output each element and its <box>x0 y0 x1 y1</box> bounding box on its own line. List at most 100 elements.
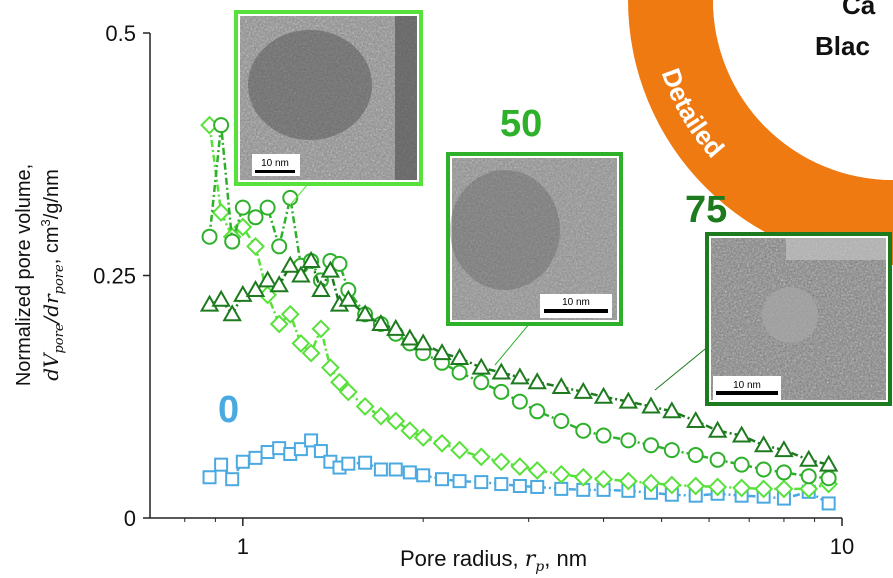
series-label-75: 75 <box>685 189 727 231</box>
data-point <box>686 476 706 496</box>
series-75 <box>199 250 839 472</box>
data-point <box>233 284 253 302</box>
data-point <box>301 343 321 363</box>
y-tick-label: 0.5 <box>105 21 136 46</box>
x-tick-label: 1 <box>237 534 249 559</box>
data-point <box>235 454 250 469</box>
data-point <box>233 217 253 237</box>
data-point <box>413 428 433 447</box>
tem-inset-75: 10 nm <box>705 232 892 406</box>
data-point <box>491 452 511 472</box>
data-point <box>820 470 837 487</box>
data-point <box>471 357 491 375</box>
data-point <box>413 333 433 351</box>
data-point <box>260 445 275 460</box>
data-point <box>269 314 289 334</box>
data-point <box>573 467 593 487</box>
data-point <box>247 209 264 226</box>
data-point <box>799 449 819 467</box>
data-point <box>618 471 638 491</box>
data-point <box>554 481 569 496</box>
data-point <box>529 403 546 420</box>
badge-ring <box>628 0 893 265</box>
porosity-badge: Detailed Porosity Dynamics Ca Blac <box>592 0 893 265</box>
data-point <box>201 228 218 245</box>
data-point <box>510 457 530 477</box>
data-point <box>593 386 614 404</box>
data-point <box>449 347 470 365</box>
y-axis-label-line2: dVpore/drpore, cm3/g/nm <box>38 169 67 381</box>
data-point <box>527 461 547 480</box>
data-point <box>386 411 406 431</box>
axes: 0 0.25 0.5 1 10 <box>93 21 854 559</box>
data-point <box>304 433 319 448</box>
data-point <box>211 289 231 307</box>
corner-text-2: Blac <box>815 31 870 61</box>
data-point <box>211 203 231 222</box>
scale-bar-bg-3 <box>713 376 781 400</box>
corner-text-1: Ca <box>842 0 876 20</box>
data-point <box>313 444 328 459</box>
scale-bar-1 <box>255 170 295 173</box>
data-point <box>473 374 490 391</box>
data-point <box>800 468 817 485</box>
data-point <box>512 478 527 493</box>
data-point <box>527 372 547 390</box>
data-point <box>371 313 391 331</box>
data-point <box>338 382 358 402</box>
data-point <box>450 440 469 460</box>
data-point <box>214 457 229 472</box>
scale-bar-2 <box>544 309 608 313</box>
data-point <box>775 464 792 481</box>
data-point <box>754 479 774 499</box>
scale-bar-bg-2 <box>540 294 612 318</box>
data-point <box>686 410 706 428</box>
data-point <box>687 446 704 463</box>
data-point <box>618 391 639 409</box>
data-point <box>432 343 452 361</box>
data-point <box>709 451 726 468</box>
scale-bar-3 <box>716 391 778 395</box>
data-point <box>293 442 308 457</box>
data-point <box>282 189 299 206</box>
data-point <box>280 255 300 273</box>
data-point <box>753 435 774 453</box>
data-point <box>301 250 321 268</box>
data-point <box>269 275 289 293</box>
data-point <box>663 442 680 459</box>
y-axis-label: Normalized pore volume, dVpore/drpore, c… <box>13 164 67 386</box>
data-point <box>818 454 839 472</box>
data-point <box>643 437 660 454</box>
data-point <box>732 478 752 498</box>
data-point <box>641 473 661 493</box>
data-point <box>248 450 263 465</box>
y-tick-label: 0 <box>124 506 136 531</box>
y-axis-label-line1: Normalized pore volume, <box>13 164 35 386</box>
x-ticks: 1 10 <box>184 518 854 559</box>
data-point <box>733 456 750 473</box>
data-point <box>641 396 661 414</box>
data-point <box>371 406 391 426</box>
data-point <box>331 255 348 272</box>
data-point <box>320 358 340 378</box>
leader-line-75 <box>654 344 711 391</box>
data-point <box>471 447 491 467</box>
data-point <box>774 440 794 458</box>
data-point <box>311 319 331 339</box>
tem-inset-50: 10 nm <box>446 152 623 326</box>
y-ticks: 0 0.25 0.5 <box>93 21 150 531</box>
data-point <box>213 117 230 134</box>
scale-bar-text-1: 10 nm <box>261 158 289 169</box>
data-point <box>246 236 265 256</box>
data-point <box>271 238 288 255</box>
data-point <box>355 397 375 416</box>
data-point <box>452 474 467 489</box>
data-point <box>358 455 373 470</box>
series-25 <box>200 115 839 499</box>
data-point <box>416 468 431 483</box>
data-point <box>259 199 276 216</box>
data-point <box>373 462 388 477</box>
data-point <box>222 304 242 322</box>
data-point <box>400 421 420 441</box>
